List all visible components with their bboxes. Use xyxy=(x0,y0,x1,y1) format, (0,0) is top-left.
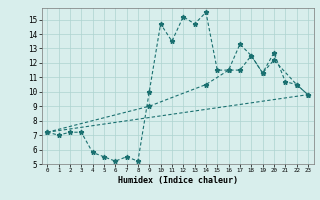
X-axis label: Humidex (Indice chaleur): Humidex (Indice chaleur) xyxy=(118,176,237,185)
